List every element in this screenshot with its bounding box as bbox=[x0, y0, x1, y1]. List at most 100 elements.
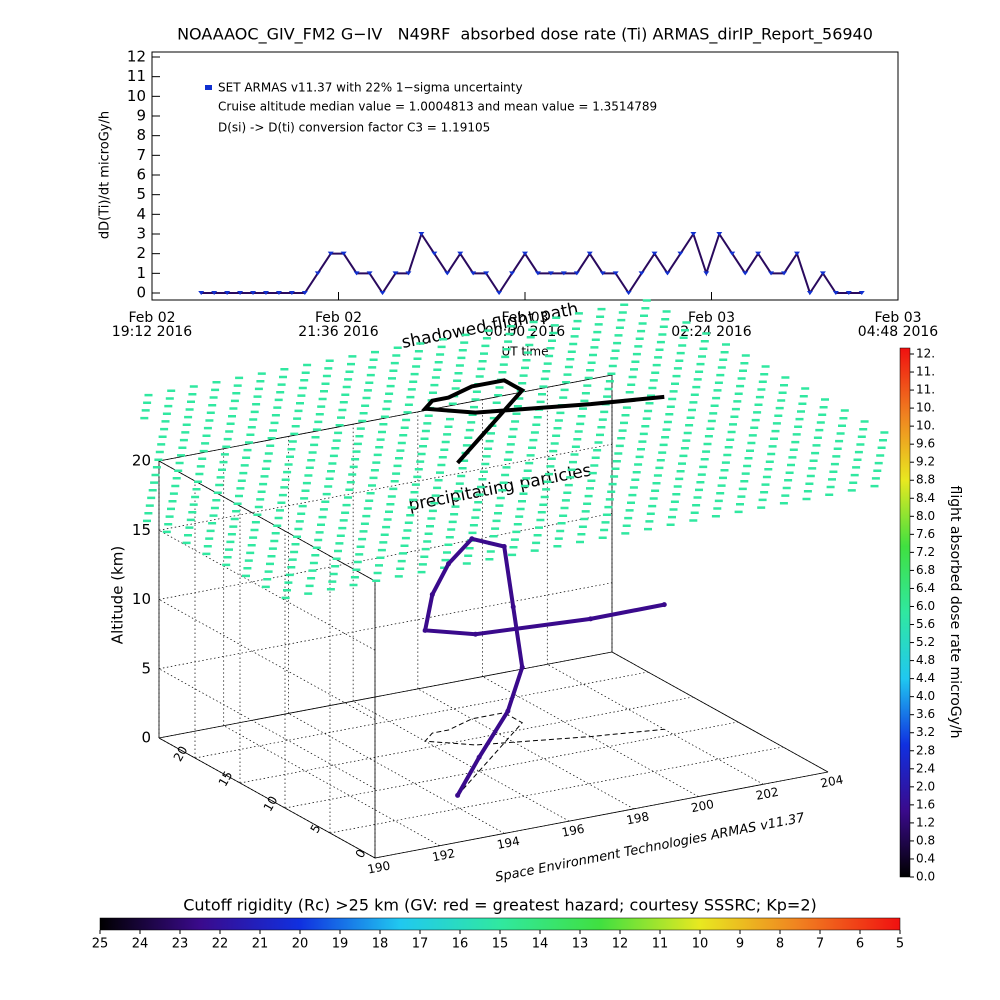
data-point bbox=[534, 271, 541, 276]
z-tick-label: 10 bbox=[132, 590, 151, 608]
data-point bbox=[612, 271, 619, 276]
grid-line bbox=[158, 460, 376, 582]
colorbar-tick-label: 10. bbox=[916, 419, 935, 433]
data-point bbox=[314, 271, 321, 276]
colorbar-tick-label: 2.4 bbox=[916, 761, 935, 775]
dose-field bbox=[140, 299, 889, 600]
legend-label: SET ARMAS v11.37 with 22% 1−sigma uncert… bbox=[218, 81, 523, 95]
x-tick-label: Feb 03 bbox=[688, 310, 735, 326]
flight-point bbox=[588, 616, 594, 622]
data-point bbox=[716, 232, 723, 236]
colorbar-tick-label: 2.0 bbox=[916, 779, 935, 793]
data-point bbox=[457, 251, 464, 256]
data-point bbox=[651, 251, 658, 256]
data-point bbox=[586, 251, 593, 256]
data-point bbox=[755, 251, 762, 256]
y-tick-label: 0 bbox=[353, 847, 369, 861]
grid-line bbox=[547, 663, 764, 785]
data-point bbox=[819, 271, 826, 276]
colorbar-tick-label: 5 bbox=[896, 937, 904, 952]
z-tick-label: 0 bbox=[141, 729, 151, 747]
grid-line bbox=[288, 713, 505, 834]
colorbar-tick-label: 2.8 bbox=[916, 743, 935, 757]
grid-line bbox=[374, 771, 829, 859]
flight-point bbox=[510, 604, 516, 610]
data-point bbox=[625, 291, 632, 295]
top-shadow bbox=[420, 378, 665, 465]
colorbar-tick-label: 16 bbox=[452, 937, 469, 952]
colorbar-tick-label: 14 bbox=[532, 937, 549, 952]
z-tick-label: 20 bbox=[132, 452, 151, 470]
flight-point bbox=[446, 561, 451, 567]
colorbar-label: Cutoff rigidity (Rc) >25 km (GV: red = g… bbox=[183, 896, 817, 915]
colorbar-label: flight absorbed dose rate microGy/h bbox=[947, 486, 963, 739]
x-tick-label: 200 bbox=[690, 797, 715, 815]
x-tick-label: 19:12 2016 bbox=[112, 324, 193, 340]
colorbar-tick-label: 10 bbox=[692, 937, 709, 952]
flight-point bbox=[473, 631, 478, 637]
colorbar-tick-label: 25 bbox=[92, 937, 109, 952]
flight-point bbox=[429, 592, 435, 598]
data-point bbox=[845, 291, 852, 295]
y-tick-label: 2 bbox=[136, 244, 146, 262]
x-tick-label: 190 bbox=[366, 858, 391, 876]
colorbar-tick-label: 8.8 bbox=[916, 473, 935, 487]
y-tick-label: 8 bbox=[136, 126, 146, 144]
data-point bbox=[483, 271, 490, 276]
flight-point bbox=[661, 602, 667, 608]
grid-line bbox=[158, 668, 376, 790]
x-tick-label: 194 bbox=[496, 834, 521, 852]
colorbar-tick-label: 4.0 bbox=[916, 689, 935, 703]
x-tick-label: 202 bbox=[755, 785, 780, 803]
colorbar-tick-label: 5.6 bbox=[916, 617, 935, 631]
data-point bbox=[781, 271, 788, 276]
data-point bbox=[560, 271, 567, 276]
grid-line bbox=[329, 746, 784, 834]
x-tick-label: 192 bbox=[431, 846, 456, 864]
data-point bbox=[470, 271, 477, 276]
data-point bbox=[496, 291, 503, 295]
colorbar-tick-label: 6 bbox=[856, 937, 864, 952]
grid-line bbox=[352, 700, 570, 822]
y-tick-label: 3 bbox=[136, 225, 146, 243]
y-tick-label: 12 bbox=[127, 48, 146, 66]
grid-line bbox=[482, 676, 699, 797]
floor-shadow bbox=[424, 712, 665, 796]
x-tick-label: Feb 02 bbox=[315, 310, 362, 326]
colorbar-tick-label: 22 bbox=[212, 937, 229, 952]
x-tick-label: 198 bbox=[625, 809, 650, 827]
data-point bbox=[275, 291, 282, 295]
y-tick-label: 10 bbox=[261, 794, 281, 814]
colorbar-tick-label: 12 bbox=[612, 937, 629, 952]
grid-line bbox=[158, 582, 613, 670]
data-point bbox=[444, 271, 451, 276]
grid-line bbox=[158, 651, 613, 739]
x-tick-label: 21:36 2016 bbox=[298, 324, 379, 340]
flight-point bbox=[455, 792, 461, 798]
colorbar-tick-label: 19 bbox=[332, 937, 349, 952]
flight-point bbox=[469, 536, 475, 542]
x-tick-label: 00:00 2016 bbox=[485, 324, 566, 340]
legend-marker bbox=[205, 85, 212, 90]
colorbar-tick-label: 6.8 bbox=[916, 563, 935, 577]
colorbar-tick-label: 10. bbox=[916, 401, 935, 415]
grid-line bbox=[239, 696, 694, 784]
data-point bbox=[405, 271, 412, 276]
data-point bbox=[198, 291, 205, 295]
data-line bbox=[201, 231, 862, 296]
colorbar-tick-label: 3.6 bbox=[916, 707, 935, 721]
colorbar-tick-label: 21 bbox=[252, 937, 269, 952]
data-point bbox=[806, 291, 813, 295]
y-tick-label: 20 bbox=[171, 744, 191, 764]
y-tick-label: 4 bbox=[136, 205, 146, 223]
grid-line bbox=[284, 721, 739, 809]
colorbar bbox=[899, 347, 911, 878]
data-point bbox=[366, 271, 373, 276]
x-tick-label: 196 bbox=[560, 822, 585, 840]
data-point bbox=[301, 291, 308, 295]
colorbar-tick-label: 8 bbox=[776, 937, 784, 952]
flight-point bbox=[505, 708, 511, 714]
y-tick-label: 11 bbox=[127, 67, 146, 85]
colorbar-tick-label: 6.0 bbox=[916, 599, 935, 613]
data-point bbox=[288, 291, 295, 295]
